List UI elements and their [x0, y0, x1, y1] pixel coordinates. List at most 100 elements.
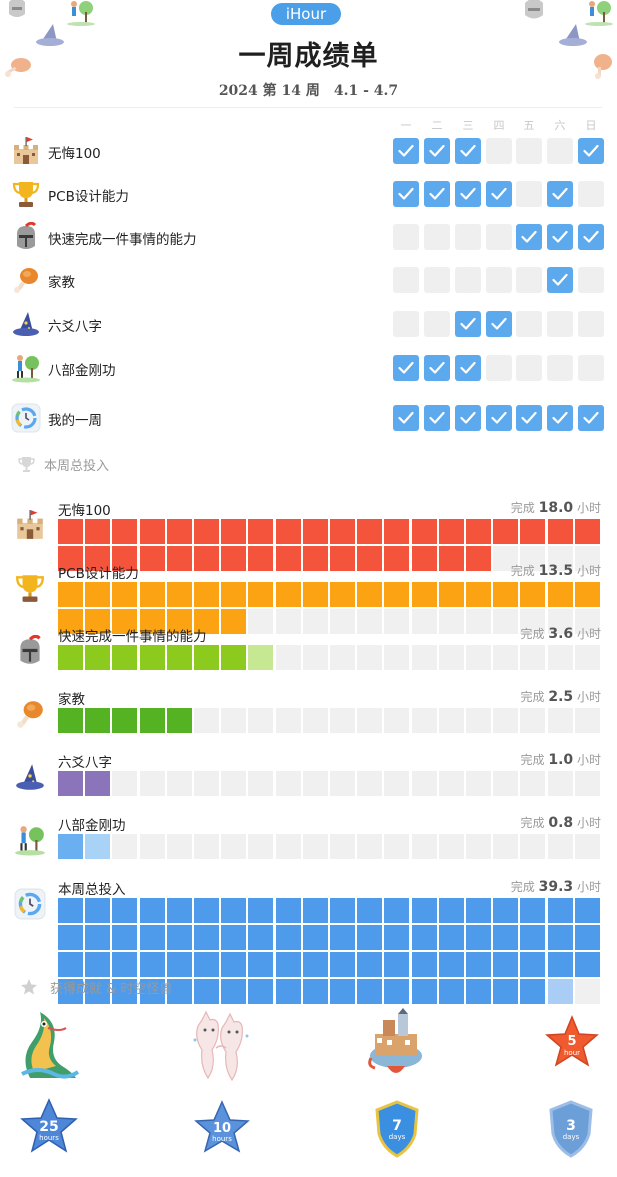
segment-filled — [112, 925, 137, 950]
day-cell-checked[interactable] — [547, 181, 573, 207]
day-cell-checked[interactable] — [393, 181, 419, 207]
habit-row[interactable]: 快速完成一件事情的能力 — [0, 221, 617, 252]
day-cell-checked[interactable] — [486, 311, 512, 337]
day-cell-checked[interactable] — [393, 405, 419, 431]
day-cell-empty[interactable] — [516, 181, 542, 207]
day-cell-checked[interactable] — [486, 405, 512, 431]
day-cell-checked[interactable] — [424, 138, 450, 164]
total-bar-block[interactable]: 八部金刚功 完成 0.8 小时 — [0, 814, 617, 874]
day-cell-empty[interactable] — [424, 224, 450, 250]
star-badge-icon[interactable]: 25 hours — [19, 1098, 79, 1162]
day-cell-checked[interactable] — [455, 181, 481, 207]
star-badge-icon[interactable]: 10 hours — [193, 1100, 251, 1162]
day-cell-checked[interactable] — [393, 355, 419, 381]
day-cell-checked[interactable] — [393, 138, 419, 164]
segment-filled — [58, 708, 83, 733]
sea-dragon-monster-icon[interactable] — [18, 1008, 80, 1086]
day-cell-empty[interactable] — [455, 267, 481, 293]
hours-unit: 小时 — [576, 753, 601, 767]
day-cell-checked[interactable] — [578, 405, 604, 431]
habit-row[interactable]: 家教 — [0, 265, 617, 295]
day-cell-checked[interactable] — [547, 267, 573, 293]
day-cell-checked[interactable] — [455, 405, 481, 431]
segment-filled — [221, 898, 246, 923]
habit-row[interactable]: PCB设计能力 — [0, 179, 617, 209]
segment-filled — [575, 925, 600, 950]
day-cell-checked[interactable] — [578, 138, 604, 164]
day-cell-empty[interactable] — [516, 311, 542, 337]
total-bar-block[interactable]: 无悔100 完成 18.0 小时 — [0, 499, 617, 571]
star-badge-icon[interactable]: 5 hour — [544, 1015, 600, 1075]
day-cell-empty[interactable] — [516, 138, 542, 164]
day-cell-empty[interactable] — [393, 224, 419, 250]
day-cell-checked[interactable] — [516, 405, 542, 431]
total-bar-block[interactable]: 快速完成一件事情的能力 完成 3.6 小时 — [0, 625, 617, 685]
day-cell-empty[interactable] — [486, 138, 512, 164]
day-cell-checked[interactable] — [455, 138, 481, 164]
day-cell-empty[interactable] — [516, 355, 542, 381]
day-cell-checked[interactable] — [455, 311, 481, 337]
segment-filled — [58, 925, 83, 950]
habit-row[interactable]: 八部金刚功 — [0, 353, 617, 383]
day-cell-checked[interactable] — [547, 405, 573, 431]
segment-empty — [221, 708, 246, 733]
shield-badge-icon[interactable]: 3 days — [547, 1100, 595, 1162]
day-cell-empty[interactable] — [578, 181, 604, 207]
segment-filled — [357, 952, 382, 977]
total-bar-block[interactable]: 六爻八字 完成 1.0 小时 — [0, 751, 617, 811]
day-cell-checked[interactable] — [424, 405, 450, 431]
segment-filled — [112, 546, 137, 571]
segment-filled — [357, 546, 382, 571]
shield-badge-icon[interactable]: 7 days — [373, 1100, 421, 1162]
segment-filled — [58, 771, 83, 796]
floating-castle-monster-icon[interactable] — [365, 1008, 427, 1084]
day-cell-empty[interactable] — [455, 224, 481, 250]
day-cell-empty[interactable] — [424, 267, 450, 293]
habit-row[interactable]: 我的一周 — [0, 403, 617, 433]
day-cell-empty[interactable] — [486, 224, 512, 250]
day-cell-empty[interactable] — [516, 267, 542, 293]
wizard-hat-icon — [14, 761, 46, 793]
day-cell-empty[interactable] — [578, 267, 604, 293]
done-label: 完成 — [520, 753, 545, 767]
hours-unit: 小时 — [576, 880, 601, 894]
total-bar-block[interactable]: 本周总投入 完成 39.3 小时 — [0, 878, 617, 1004]
day-cell-checked[interactable] — [455, 355, 481, 381]
day-cell-empty[interactable] — [393, 311, 419, 337]
total-bar-block[interactable]: PCB设计能力 完成 13.5 小时 — [0, 562, 617, 634]
segment-filled — [85, 546, 110, 571]
day-cell-empty[interactable] — [486, 355, 512, 381]
segment-filled — [58, 519, 83, 544]
day-cell-checked[interactable] — [424, 181, 450, 207]
day-cell-checked[interactable] — [547, 224, 573, 250]
habit-row[interactable]: 无悔100 — [0, 136, 617, 166]
day-cell-empty[interactable] — [547, 355, 573, 381]
day-cell-checked[interactable] — [424, 355, 450, 381]
segment-filled — [439, 898, 464, 923]
habit-row[interactable]: 六爻八字 — [0, 309, 617, 339]
segment-empty — [439, 771, 464, 796]
segment-empty — [248, 834, 273, 859]
day-cell-empty[interactable] — [424, 311, 450, 337]
twin-cats-monster-icon[interactable] — [190, 1010, 252, 1086]
day-cell-empty[interactable] — [547, 311, 573, 337]
day-cell-empty[interactable] — [578, 311, 604, 337]
total-hours-stat: 完成 0.8 小时 — [521, 814, 602, 831]
day-cell-empty[interactable] — [547, 138, 573, 164]
drumstick-deco-icon — [588, 52, 616, 84]
day-cell-checked[interactable] — [578, 224, 604, 250]
day-cell-checked[interactable] — [486, 181, 512, 207]
day-cell-empty[interactable] — [486, 267, 512, 293]
total-bar-block[interactable]: 家教 完成 2.5 小时 — [0, 688, 617, 748]
segment-filled — [384, 952, 409, 977]
segment-row — [58, 834, 602, 859]
day-cell-checked[interactable] — [516, 224, 542, 250]
segment-filled — [466, 925, 491, 950]
weekday-label: 一 — [400, 119, 412, 132]
day-cell-empty[interactable] — [578, 355, 604, 381]
day-cell-empty[interactable] — [393, 267, 419, 293]
segment-filled — [548, 519, 573, 544]
total-name: 本周总投入 — [58, 882, 126, 898]
year-label: 2024 — [218, 83, 258, 99]
segment-filled — [221, 609, 246, 634]
